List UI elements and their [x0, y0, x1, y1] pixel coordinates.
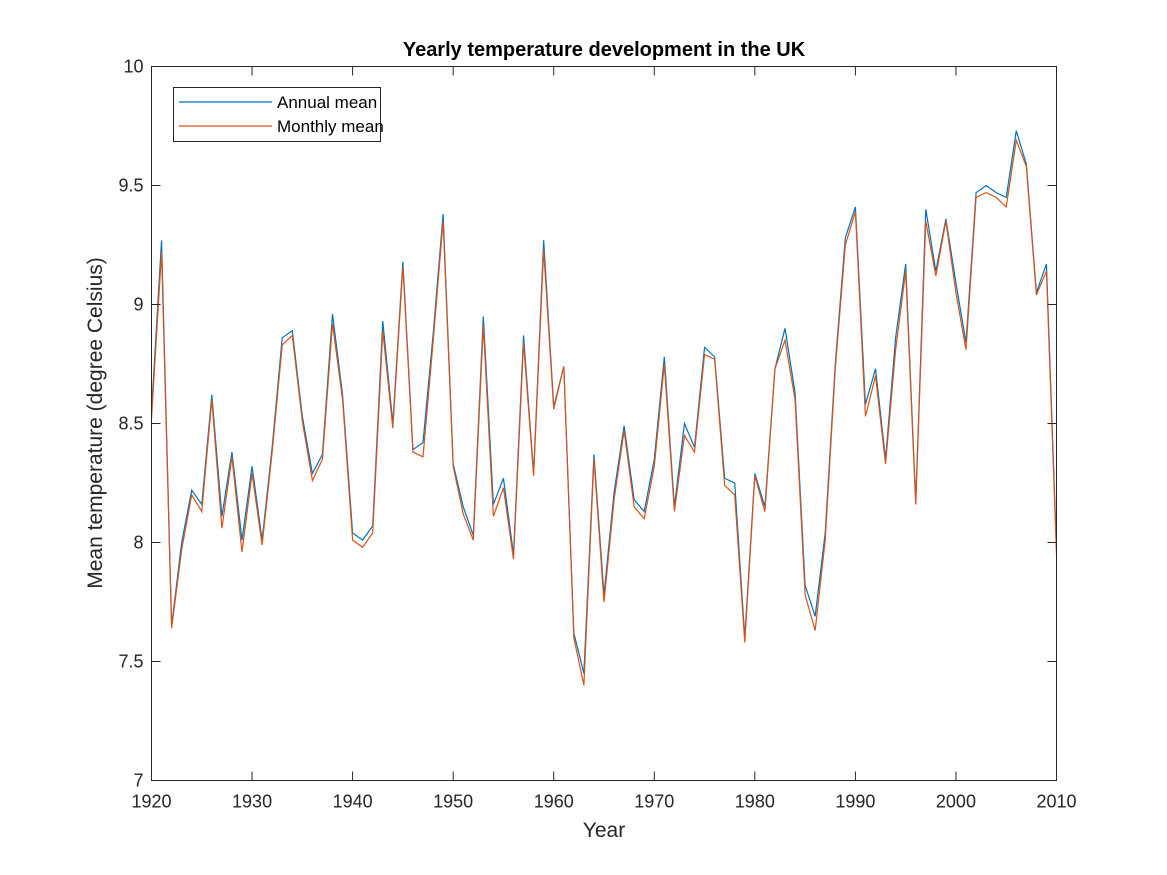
x-tick-label: 1990 [835, 792, 875, 812]
x-tick-label: 1930 [232, 792, 272, 812]
y-tick-label: 10 [123, 57, 143, 77]
x-tick-label: 2000 [936, 792, 976, 812]
x-tick-label: 1960 [534, 792, 574, 812]
x-tick-label: 1950 [433, 792, 473, 812]
plot-background [151, 66, 1057, 781]
legend: Annual mean Monthly mean [173, 87, 384, 142]
chart-title: Yearly temperature development in the UK [403, 39, 806, 61]
y-tick-label: 9.5 [118, 176, 143, 196]
legend-box [173, 87, 381, 142]
y-tick-label: 7 [133, 771, 143, 791]
series-layer [150, 130, 1058, 686]
series-line-monthly-mean [150, 137, 1058, 686]
y-axis-label: Mean temperature (degree Celsius) [84, 257, 107, 589]
legend-label-annual-mean: Annual mean [277, 93, 377, 112]
ticks-layer: 1920 1930 1940 1950 1960 1970 1980 1990 2000 2010… [118, 57, 1076, 812]
x-tick-label: 1920 [131, 792, 171, 812]
y-tick-label: 9 [133, 295, 143, 315]
y-tick-label: 8.5 [118, 414, 143, 434]
y-tick-label: 7.5 [118, 652, 143, 672]
y-tick-label: 8 [133, 533, 143, 553]
x-tick-label: 1940 [333, 792, 373, 812]
plot-frame [151, 66, 1057, 781]
x-tick-label: 1980 [735, 792, 775, 812]
legend-label-monthly-mean: Monthly mean [277, 117, 384, 136]
x-tick-label: 1970 [634, 792, 674, 812]
x-tick-label: 2010 [1036, 792, 1076, 812]
x-axis-label: Year [583, 819, 625, 842]
